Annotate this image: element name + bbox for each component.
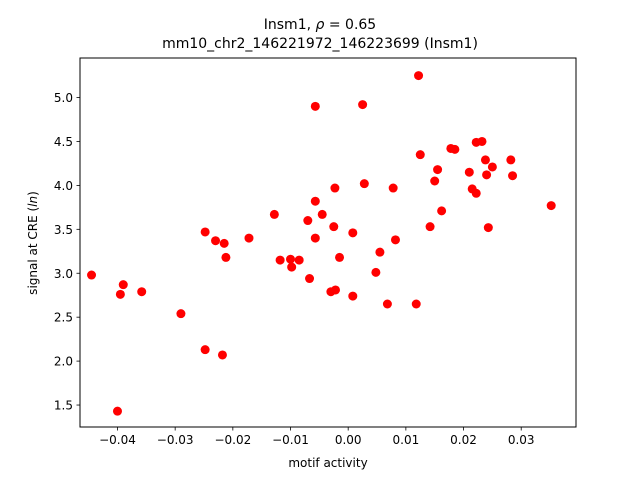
data-point	[118, 280, 128, 290]
x-tick-label: −0.01	[272, 433, 309, 447]
data-point	[211, 236, 221, 246]
data-point	[87, 270, 97, 280]
data-point	[330, 183, 340, 193]
data-point	[176, 309, 186, 319]
data-point	[217, 350, 227, 360]
data-point	[348, 291, 358, 301]
data-points	[87, 71, 556, 416]
y-tick-label: 2.5	[54, 311, 73, 325]
data-point	[411, 299, 421, 309]
data-point	[437, 206, 447, 216]
x-tick-label: 0.02	[450, 433, 477, 447]
data-point	[477, 136, 487, 146]
data-point	[359, 179, 369, 189]
y-tick-label: 4.5	[54, 135, 73, 149]
data-point	[294, 255, 304, 265]
data-point	[450, 144, 460, 154]
x-tick-label: −0.02	[214, 433, 251, 447]
data-point	[348, 228, 358, 238]
data-point	[310, 101, 320, 111]
data-point	[330, 285, 340, 295]
data-point	[375, 247, 385, 257]
data-point	[464, 167, 474, 177]
data-point	[480, 155, 490, 165]
y-tick-label: 5.0	[54, 91, 73, 105]
data-point	[221, 252, 231, 262]
data-point	[430, 176, 440, 186]
data-point	[506, 155, 516, 165]
plot-frame	[79, 57, 577, 428]
data-point	[112, 406, 122, 416]
data-point	[200, 227, 210, 237]
x-tick-label: −0.04	[99, 433, 136, 447]
x-tick-label: 0.01	[393, 433, 420, 447]
data-point	[415, 150, 425, 160]
data-point	[335, 252, 345, 262]
data-point	[546, 201, 556, 211]
data-point	[358, 100, 368, 110]
data-point	[329, 222, 339, 232]
x-axis-label: motif activity	[288, 456, 367, 470]
data-point	[310, 196, 320, 206]
data-point	[483, 223, 493, 233]
data-point	[371, 267, 381, 277]
chart-subtitle: mm10_chr2_146221972_146223699 (Insm1)	[162, 36, 478, 52]
data-point	[137, 287, 147, 297]
x-tick-label: 0.00	[335, 433, 362, 447]
data-point	[390, 235, 400, 245]
data-point	[269, 209, 279, 219]
data-point	[382, 299, 392, 309]
data-point	[200, 345, 210, 355]
x-axis-ticks: −0.04 −0.03 −0.02 −0.01 0.00 0.01 0.02 0.03	[99, 427, 535, 447]
data-point	[115, 289, 125, 299]
data-point	[482, 170, 492, 180]
data-point	[317, 209, 327, 219]
data-point	[310, 233, 320, 243]
y-tick-label: 3.5	[54, 223, 73, 237]
y-tick-label: 4.0	[54, 179, 73, 193]
data-point	[487, 162, 497, 172]
data-point	[425, 222, 435, 232]
data-point	[508, 171, 518, 181]
data-point	[471, 188, 481, 198]
x-tick-label: 0.03	[508, 433, 535, 447]
data-point	[305, 274, 315, 284]
y-tick-label: 3.0	[54, 267, 73, 281]
y-axis-label: signal at CRE (ln)	[26, 191, 40, 295]
data-point	[433, 165, 443, 175]
x-tick-label: −0.03	[157, 433, 194, 447]
data-point	[303, 216, 313, 226]
chart-title: Insm1, ρ = 0.65	[264, 17, 376, 33]
data-point	[244, 233, 254, 243]
data-point	[388, 183, 398, 193]
data-point	[219, 238, 229, 248]
y-tick-label: 1.5	[54, 399, 73, 413]
data-point	[286, 254, 296, 264]
data-point	[287, 262, 297, 272]
data-point	[275, 255, 285, 265]
y-tick-label: 2.0	[54, 355, 73, 369]
data-point	[414, 71, 424, 81]
y-axis-ticks: 1.5 2.0 2.5 3.0 3.5 4.0 4.5 5.0	[54, 91, 80, 413]
